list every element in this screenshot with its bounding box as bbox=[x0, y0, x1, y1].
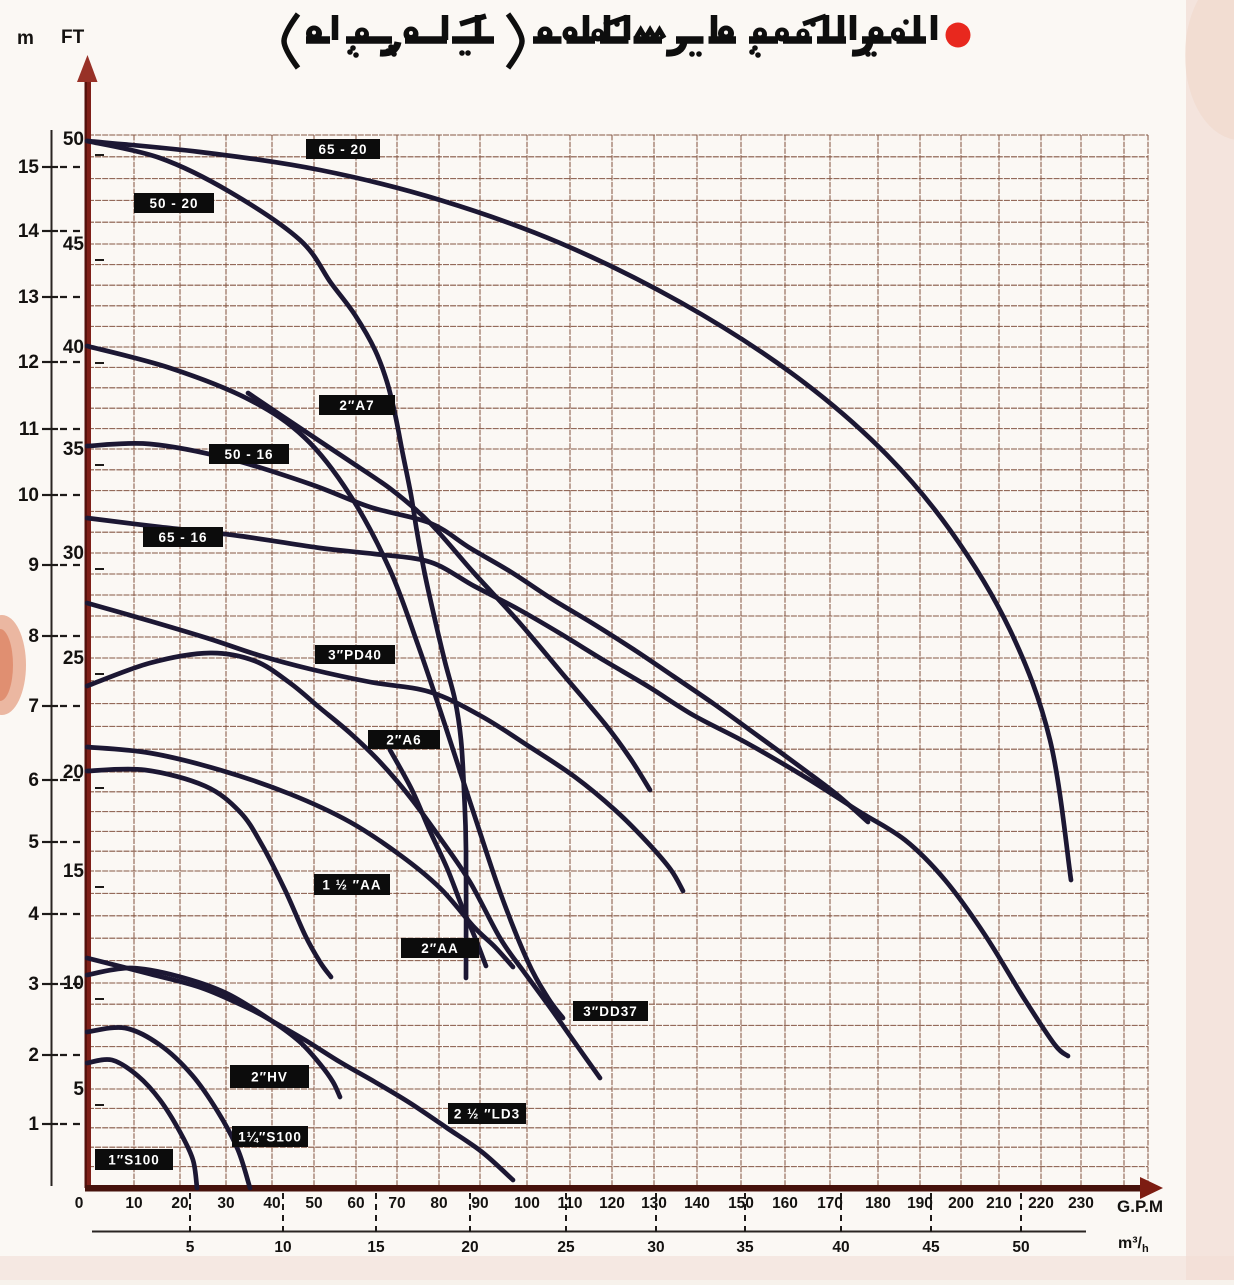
svg-text:140: 140 bbox=[684, 1195, 710, 1212]
svg-text:70: 70 bbox=[388, 1195, 405, 1212]
svg-text:110: 110 bbox=[557, 1195, 582, 1212]
svg-text:2: 2 bbox=[28, 1045, 39, 1066]
svg-text:210: 210 bbox=[986, 1195, 1012, 1212]
svg-text:120: 120 bbox=[599, 1195, 625, 1212]
svg-text:20: 20 bbox=[461, 1239, 478, 1256]
svg-text:2 ½ ″LD3: 2 ½ ″LD3 bbox=[454, 1106, 520, 1121]
svg-text:25: 25 bbox=[63, 648, 85, 669]
svg-text:15: 15 bbox=[63, 861, 85, 882]
svg-text:100: 100 bbox=[514, 1195, 540, 1212]
svg-text:40: 40 bbox=[63, 337, 84, 358]
svg-text:30: 30 bbox=[647, 1239, 664, 1256]
svg-text:230: 230 bbox=[1068, 1195, 1094, 1212]
svg-text:m³/h: m³/h bbox=[1118, 1235, 1149, 1255]
svg-text:160: 160 bbox=[772, 1195, 798, 1212]
svg-text:FT: FT bbox=[61, 27, 85, 48]
svg-text:50: 50 bbox=[305, 1195, 322, 1212]
svg-text:35: 35 bbox=[63, 439, 85, 460]
svg-text:14: 14 bbox=[18, 221, 40, 242]
svg-text:2″A6: 2″A6 bbox=[386, 732, 421, 747]
svg-text:40: 40 bbox=[263, 1195, 280, 1212]
svg-text:170: 170 bbox=[817, 1195, 843, 1212]
svg-text:50: 50 bbox=[1012, 1239, 1029, 1256]
svg-text:150: 150 bbox=[728, 1195, 754, 1212]
svg-text:40: 40 bbox=[832, 1239, 849, 1256]
svg-text:m: m bbox=[17, 28, 34, 49]
svg-text:10: 10 bbox=[18, 485, 39, 506]
svg-text:60: 60 bbox=[347, 1195, 364, 1212]
svg-text:50: 50 bbox=[63, 129, 84, 150]
svg-text:180: 180 bbox=[865, 1195, 891, 1212]
svg-text:220: 220 bbox=[1028, 1195, 1054, 1212]
svg-text:13: 13 bbox=[18, 287, 39, 308]
svg-text:20: 20 bbox=[63, 762, 84, 783]
svg-text:2″HV: 2″HV bbox=[251, 1069, 288, 1084]
svg-text:35: 35 bbox=[736, 1239, 754, 1256]
svg-text:25: 25 bbox=[557, 1239, 575, 1256]
svg-text:65 - 20: 65 - 20 bbox=[318, 142, 367, 157]
svg-text:90: 90 bbox=[471, 1195, 488, 1212]
svg-text:2″AA: 2″AA bbox=[421, 941, 458, 956]
svg-text:4: 4 bbox=[28, 904, 39, 925]
svg-text:130: 130 bbox=[641, 1195, 667, 1212]
svg-text:G.P.M: G.P.M bbox=[1117, 1197, 1163, 1216]
svg-text:30: 30 bbox=[63, 543, 84, 564]
svg-text:80: 80 bbox=[430, 1195, 447, 1212]
svg-text:7: 7 bbox=[28, 696, 39, 717]
svg-text:65 - 16: 65 - 16 bbox=[158, 530, 207, 545]
svg-text:15: 15 bbox=[18, 157, 40, 178]
svg-text:5: 5 bbox=[186, 1239, 195, 1256]
svg-text:1″S100: 1″S100 bbox=[108, 1152, 160, 1167]
svg-text:20: 20 bbox=[171, 1195, 188, 1212]
svg-text:2″A7: 2″A7 bbox=[339, 398, 374, 413]
svg-text:5: 5 bbox=[73, 1079, 84, 1100]
svg-text:45: 45 bbox=[63, 234, 85, 255]
svg-text:1: 1 bbox=[28, 1114, 39, 1135]
svg-text:50 - 20: 50 - 20 bbox=[149, 196, 198, 211]
svg-text:10: 10 bbox=[63, 973, 84, 994]
svg-text:8: 8 bbox=[28, 626, 39, 647]
svg-text:6: 6 bbox=[28, 770, 39, 791]
svg-text:1¼″S100: 1¼″S100 bbox=[238, 1129, 302, 1144]
svg-text:50 - 16: 50 - 16 bbox=[224, 447, 273, 462]
svg-text:12: 12 bbox=[18, 352, 39, 373]
svg-text:3: 3 bbox=[28, 974, 39, 995]
svg-text:10: 10 bbox=[274, 1239, 291, 1256]
svg-text:10: 10 bbox=[125, 1195, 142, 1212]
svg-text:9: 9 bbox=[28, 555, 39, 576]
svg-text:5: 5 bbox=[28, 832, 39, 853]
svg-text:3″PD40: 3″PD40 bbox=[328, 647, 382, 662]
svg-text:0: 0 bbox=[75, 1195, 84, 1212]
svg-text:200: 200 bbox=[948, 1195, 974, 1212]
svg-text:30: 30 bbox=[217, 1195, 234, 1212]
svg-text:190: 190 bbox=[907, 1195, 933, 1212]
svg-text:3″DD37: 3″DD37 bbox=[583, 1004, 638, 1019]
svg-text:1 ½ ″AA: 1 ½ ″AA bbox=[322, 877, 381, 892]
svg-text:15: 15 bbox=[367, 1239, 385, 1256]
svg-text:45: 45 bbox=[922, 1239, 940, 1256]
svg-text:11: 11 bbox=[19, 419, 40, 440]
